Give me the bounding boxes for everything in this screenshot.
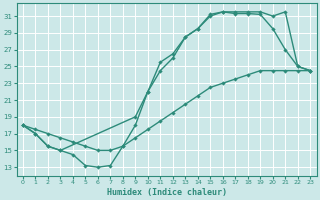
- X-axis label: Humidex (Indice chaleur): Humidex (Indice chaleur): [107, 188, 227, 197]
